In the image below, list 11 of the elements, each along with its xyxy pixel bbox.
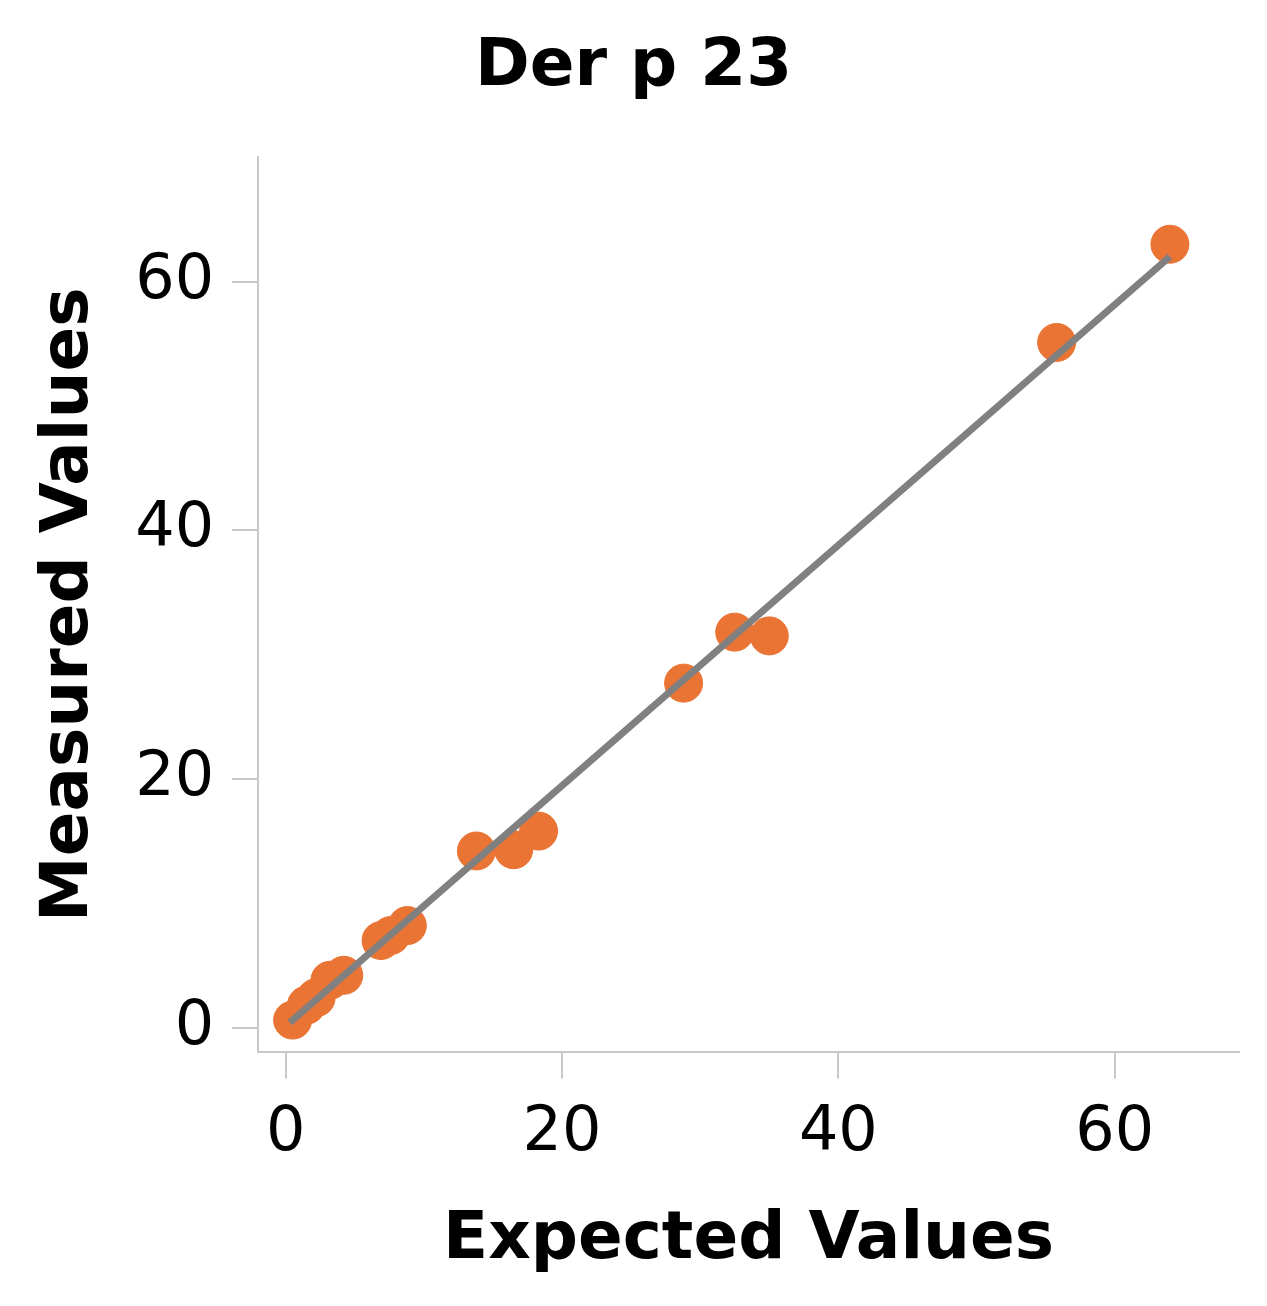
x-tick-label: 60 bbox=[1075, 1091, 1155, 1165]
y-axis-title: Measured Values bbox=[25, 287, 103, 923]
y-tick-label: 60 bbox=[135, 239, 215, 313]
chart-title: Der p 23 bbox=[474, 23, 793, 101]
x-tick-label: 40 bbox=[798, 1091, 878, 1165]
x-tick-label: 20 bbox=[522, 1091, 602, 1165]
y-tick-label: 0 bbox=[174, 985, 215, 1059]
y-tick-label: 40 bbox=[135, 488, 215, 562]
x-axis-title: Expected Values bbox=[443, 1196, 1055, 1274]
x-tick-label: 0 bbox=[266, 1091, 306, 1165]
y-tick-label: 20 bbox=[135, 736, 215, 810]
